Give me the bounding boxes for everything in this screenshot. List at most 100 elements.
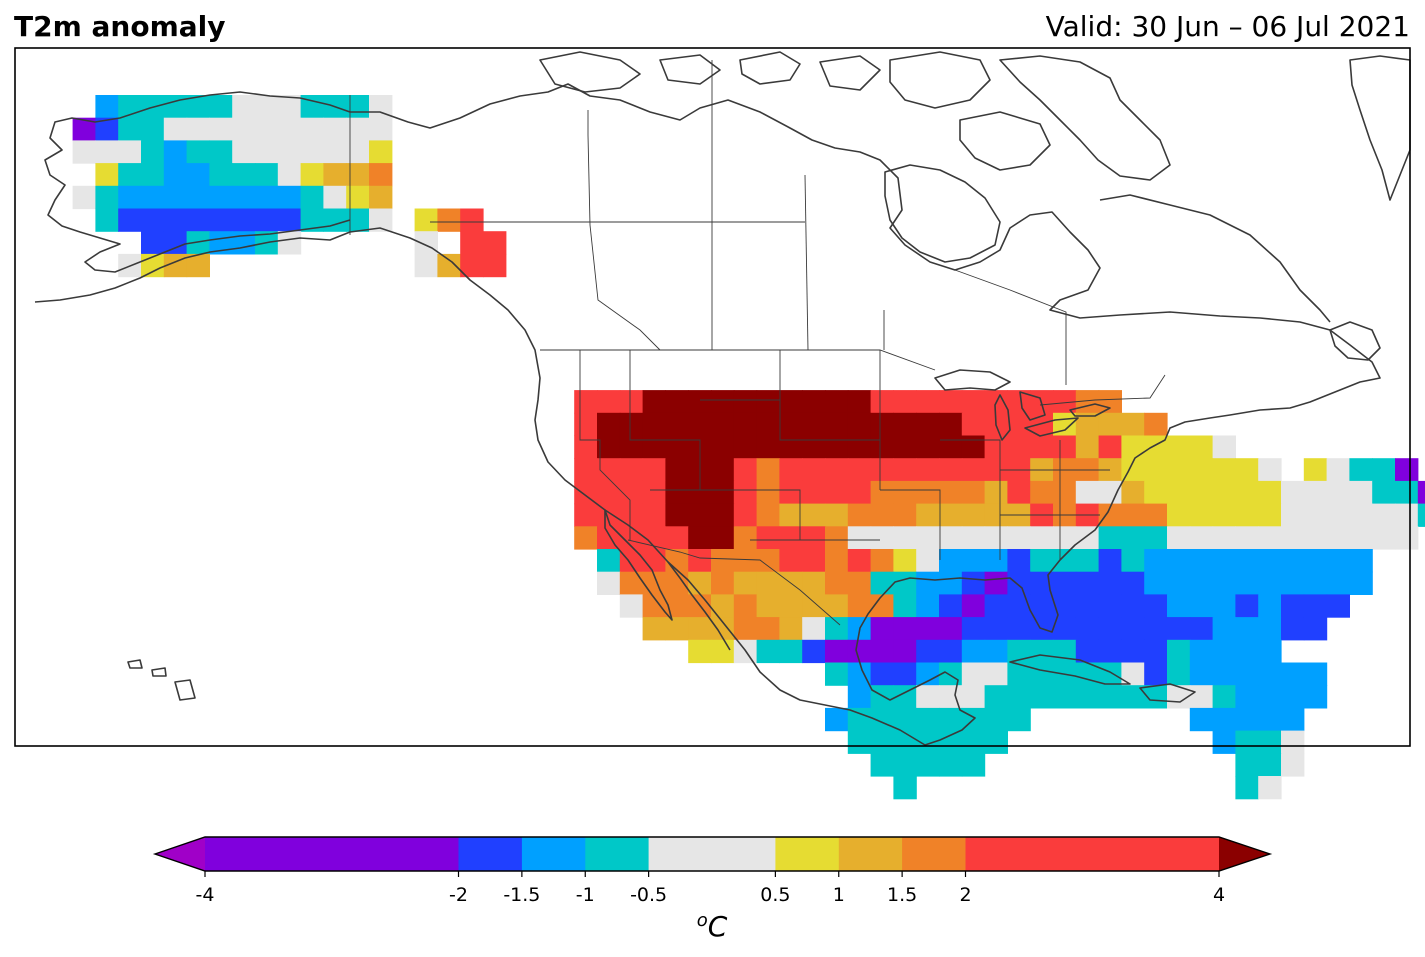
- anomaly-cell: [574, 503, 598, 527]
- anomaly-cell: [369, 163, 393, 187]
- anomaly-cell: [437, 208, 461, 232]
- anomaly-cell: [1235, 617, 1259, 641]
- anomaly-cell: [1075, 617, 1100, 641]
- anomaly-cell: [597, 480, 621, 505]
- anomaly-cell: [346, 208, 370, 232]
- hawaii-1: [127, 659, 143, 669]
- anomaly-cell: [756, 480, 780, 505]
- anomaly-cell: [1326, 526, 1350, 550]
- anomaly-cell: [1098, 412, 1122, 437]
- lake-superior: [934, 369, 1011, 391]
- anomaly-cell: [711, 526, 735, 550]
- anomaly-cell: [847, 526, 872, 550]
- anomaly-cell: [779, 639, 803, 664]
- arctic-island-3: [739, 51, 801, 85]
- anomaly-cell: [95, 95, 119, 119]
- anomaly-cell: [733, 390, 758, 414]
- anomaly-cell: [961, 571, 986, 595]
- anomaly-cell: [893, 435, 917, 459]
- anomaly-cell: [665, 571, 689, 595]
- anomaly-cell: [1326, 571, 1350, 595]
- arctic-island-6: [959, 111, 1051, 171]
- anomaly-cell: [163, 95, 188, 119]
- anomaly-cell: [688, 480, 712, 505]
- anomaly-cell: [1075, 639, 1100, 664]
- anomaly-cell: [277, 208, 302, 232]
- anomaly-cell: [893, 390, 917, 414]
- anomaly-cell: [1167, 662, 1191, 686]
- anomaly-cell: [825, 435, 849, 459]
- anomaly-cell: [711, 617, 735, 641]
- anomaly-cell: [665, 480, 689, 505]
- anomaly-cell: [870, 685, 894, 709]
- anomaly-cell: [255, 208, 279, 232]
- anomaly-cell: [733, 503, 758, 527]
- anomaly-cell: [688, 503, 712, 527]
- anomaly-cell: [1075, 685, 1100, 709]
- colorbar-unit-label: oC: [697, 910, 728, 943]
- us-state-lines-6: [880, 439, 1001, 560]
- anomaly-map: [14, 47, 1425, 800]
- anomaly-cell: [369, 208, 393, 232]
- anomaly-cell: [1258, 480, 1282, 505]
- anomaly-cell: [1144, 617, 1168, 641]
- anomaly-cell: [984, 435, 1008, 459]
- anomaly-cell: [733, 412, 758, 437]
- anomaly-cell: [1007, 639, 1031, 664]
- anomaly-cell: [1395, 480, 1419, 505]
- anomaly-cell: [1098, 594, 1122, 618]
- anomaly-cell: [232, 140, 256, 164]
- anomaly-cell: [209, 140, 233, 164]
- anomaly-cell: [711, 571, 735, 595]
- anomaly-cell: [118, 117, 142, 141]
- anomaly-cell: [711, 549, 735, 573]
- anomaly-cell: [118, 140, 142, 164]
- anomaly-cell: [1303, 685, 1328, 709]
- anomaly-cell: [847, 707, 872, 732]
- anomaly-cell: [1212, 503, 1236, 527]
- anomaly-cell: [847, 594, 872, 618]
- anomaly-cell: [209, 208, 233, 232]
- colorbar-tick-label: -1.5: [503, 884, 540, 906]
- baffin-island: [999, 55, 1171, 181]
- anomaly-cell: [756, 639, 780, 664]
- anomaly-cell: [277, 163, 302, 187]
- anomaly-cell: [1258, 549, 1282, 573]
- anomaly-cell: [1281, 594, 1305, 618]
- anomaly-cell: [1212, 526, 1236, 550]
- anomaly-cell: [939, 480, 963, 505]
- colorbar-swatch: [775, 837, 840, 871]
- anomaly-cell: [916, 390, 940, 414]
- anomaly-cell: [688, 617, 712, 641]
- anomaly-cell: [870, 412, 894, 437]
- anomaly-cell: [1189, 458, 1214, 482]
- anomaly-cell: [1007, 412, 1031, 437]
- anomaly-cell: [1258, 730, 1282, 754]
- anomaly-cell: [756, 571, 780, 595]
- anomaly-cell: [437, 253, 461, 278]
- anomaly-cell: [1417, 503, 1425, 527]
- anomaly-cell: [802, 458, 826, 482]
- anomaly-cell: [847, 435, 872, 459]
- anomaly-cell: [1167, 458, 1191, 482]
- anomaly-cell: [1007, 526, 1031, 550]
- anomaly-cell: [1281, 526, 1305, 550]
- anomaly-cell: [1258, 639, 1282, 664]
- anomaly-cell: [1144, 549, 1168, 573]
- anomaly-cell: [163, 185, 188, 210]
- anomaly-cell: [1053, 526, 1077, 550]
- alaska-west-coast: [44, 91, 351, 273]
- anomaly-cell: [916, 662, 940, 686]
- anomaly-cell: [665, 390, 689, 414]
- anomaly-cell: [984, 730, 1008, 754]
- anomaly-cell: [1189, 571, 1214, 595]
- anomaly-cell: [1212, 458, 1236, 482]
- anomaly-cell: [984, 685, 1008, 709]
- anomaly-cell: [1053, 594, 1077, 618]
- anomaly-cell: [1098, 390, 1122, 414]
- anomaly-cell: [688, 526, 712, 550]
- anomaly-cell: [186, 95, 210, 119]
- anomaly-cell: [756, 390, 780, 414]
- anomaly-cell: [1189, 639, 1214, 664]
